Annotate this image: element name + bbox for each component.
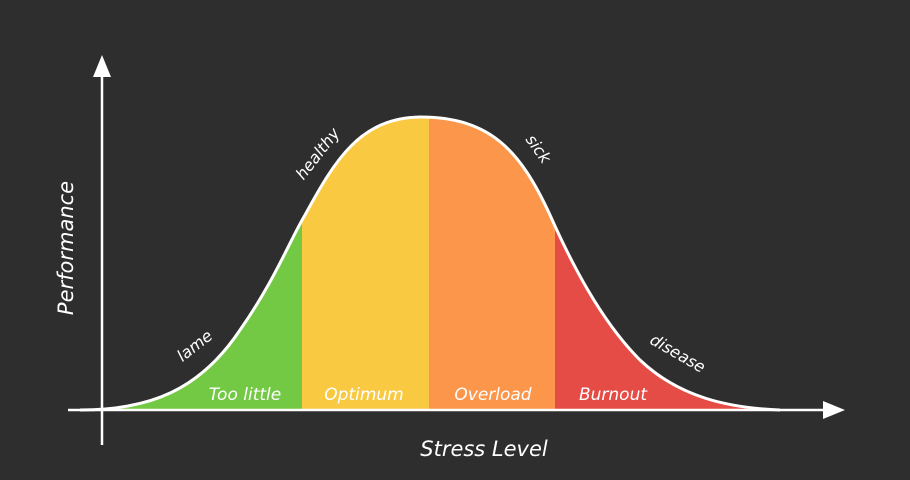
y-axis-arrow-icon (93, 55, 111, 77)
zone-burnout-fill (555, 117, 780, 410)
zone-label-optimum: Optimum (324, 385, 403, 405)
x-axis-label: Stress Level (420, 437, 548, 461)
x-axis-arrow-icon (823, 401, 845, 419)
annotation-disease: disease (647, 330, 709, 377)
performance-curve (79, 115, 781, 412)
zone-label-too-little: Too little (209, 385, 281, 405)
zone-label-burnout: Burnout (579, 385, 648, 405)
annotation-sick: sick (522, 131, 556, 168)
annotation-lame: lame (173, 326, 216, 365)
zone-label-overload: Overload (454, 385, 531, 405)
y-axis-label: Performance (54, 181, 78, 315)
